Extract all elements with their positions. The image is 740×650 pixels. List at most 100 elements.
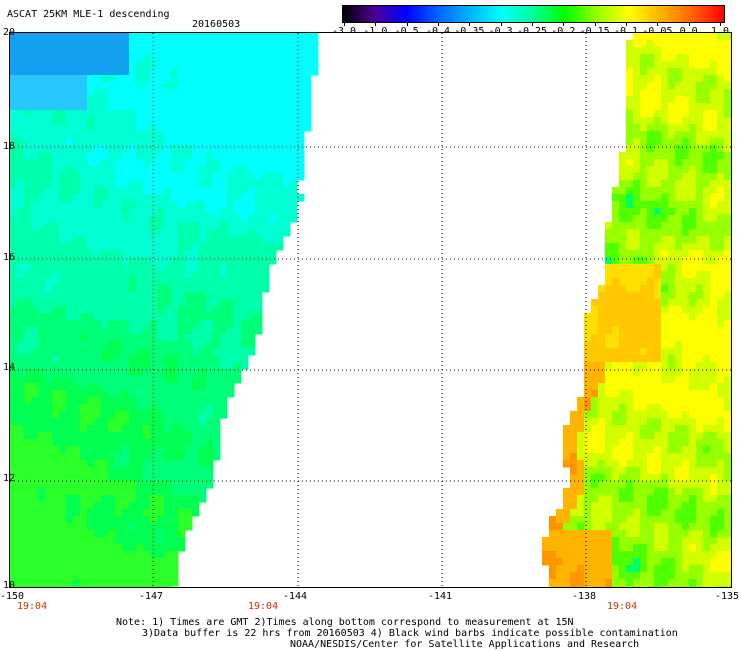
wind-cell: [696, 320, 704, 328]
wind-cell: [640, 229, 648, 237]
wind-cell: [164, 509, 172, 517]
wind-cell: [220, 236, 228, 244]
wind-cell: [10, 250, 18, 258]
wind-cell: [115, 222, 123, 230]
wind-cell: [122, 215, 130, 223]
wind-cell: [101, 558, 109, 566]
wind-cell: [94, 320, 102, 328]
wind-cell: [234, 40, 242, 48]
wind-cell: [241, 131, 249, 139]
wind-cell: [696, 460, 704, 468]
wind-cell: [10, 33, 18, 41]
wind-cell: [206, 334, 214, 342]
wind-cell: [45, 159, 53, 167]
wind-cell: [213, 236, 221, 244]
wind-cell: [52, 544, 60, 552]
wind-cell: [675, 40, 683, 48]
wind-cell: [661, 201, 669, 209]
wind-cell: [171, 117, 179, 125]
wind-cell: [122, 509, 130, 517]
wind-cell: [668, 460, 676, 468]
wind-cell: [612, 376, 620, 384]
wind-cell: [115, 355, 123, 363]
wind-cell: [248, 257, 256, 265]
wind-cell: [171, 425, 179, 433]
wind-cell: [703, 61, 711, 69]
wind-cell: [703, 292, 711, 300]
wind-cell: [101, 229, 109, 237]
wind-cell: [80, 145, 88, 153]
wind-cell: [80, 439, 88, 447]
note-line-2: 3)Data buffer is 22 hrs from 20160503 4)…: [142, 628, 678, 639]
wind-cell: [87, 446, 95, 454]
wind-cell: [696, 495, 704, 503]
wind-cell: [59, 397, 67, 405]
wind-cell: [122, 201, 130, 209]
wind-cell: [703, 173, 711, 181]
wind-cell: [17, 40, 25, 48]
wind-cell: [136, 327, 144, 335]
wind-cell: [192, 460, 200, 468]
wind-cell: [206, 33, 214, 41]
wind-cell: [24, 460, 32, 468]
wind-cell: [220, 229, 228, 237]
wind-cell: [45, 551, 53, 559]
wind-cell: [710, 89, 718, 97]
wind-cell: [668, 124, 676, 132]
wind-cell: [213, 75, 221, 83]
wind-cell: [717, 474, 725, 482]
wind-cell: [52, 159, 60, 167]
wind-cell: [171, 33, 179, 41]
wind-cell: [129, 54, 137, 62]
wind-cell: [584, 558, 592, 566]
wind-cell: [661, 292, 669, 300]
wind-cell: [570, 544, 578, 552]
wind-cell: [108, 488, 116, 496]
wind-cell: [703, 376, 711, 384]
wind-cell: [724, 285, 731, 293]
wind-cell: [213, 152, 221, 160]
wind-cell: [584, 383, 592, 391]
wind-cell: [206, 47, 214, 55]
wind-cell: [619, 460, 627, 468]
wind-cell: [73, 215, 81, 223]
wind-cell: [52, 467, 60, 475]
wind-cell: [283, 110, 291, 118]
wind-cell: [122, 348, 130, 356]
wind-cell: [689, 439, 697, 447]
wind-cell: [199, 47, 207, 55]
wind-cell: [66, 460, 74, 468]
lon-label-147: -147: [139, 591, 164, 602]
wind-cell: [703, 474, 711, 482]
wind-cell: [612, 537, 620, 545]
wind-cell: [101, 166, 109, 174]
wind-cell: [199, 75, 207, 83]
wind-cell: [640, 537, 648, 545]
wind-cell: [570, 432, 578, 440]
wind-cell: [206, 292, 214, 300]
wind-cell: [724, 257, 731, 265]
wind-cell: [73, 362, 81, 370]
wind-cell: [80, 243, 88, 251]
wind-cell: [647, 138, 655, 146]
wind-cell: [136, 425, 144, 433]
wind-cell: [612, 425, 620, 433]
wind-cell: [66, 509, 74, 517]
wind-cell: [248, 243, 256, 251]
wind-cell: [703, 467, 711, 475]
wind-cell: [115, 166, 123, 174]
wind-cell: [185, 341, 193, 349]
wind-cell: [66, 110, 74, 118]
wind-cell: [724, 530, 731, 538]
wind-cell: [682, 306, 690, 314]
wind-cell: [584, 397, 592, 405]
wind-cell: [255, 243, 263, 251]
wind-cell: [87, 159, 95, 167]
wind-cell: [59, 544, 67, 552]
wind-cell: [206, 411, 214, 419]
wind-cell: [10, 208, 18, 216]
wind-cell: [654, 89, 662, 97]
wind-cell: [556, 544, 564, 552]
wind-cell: [87, 208, 95, 216]
wind-cell: [717, 138, 725, 146]
